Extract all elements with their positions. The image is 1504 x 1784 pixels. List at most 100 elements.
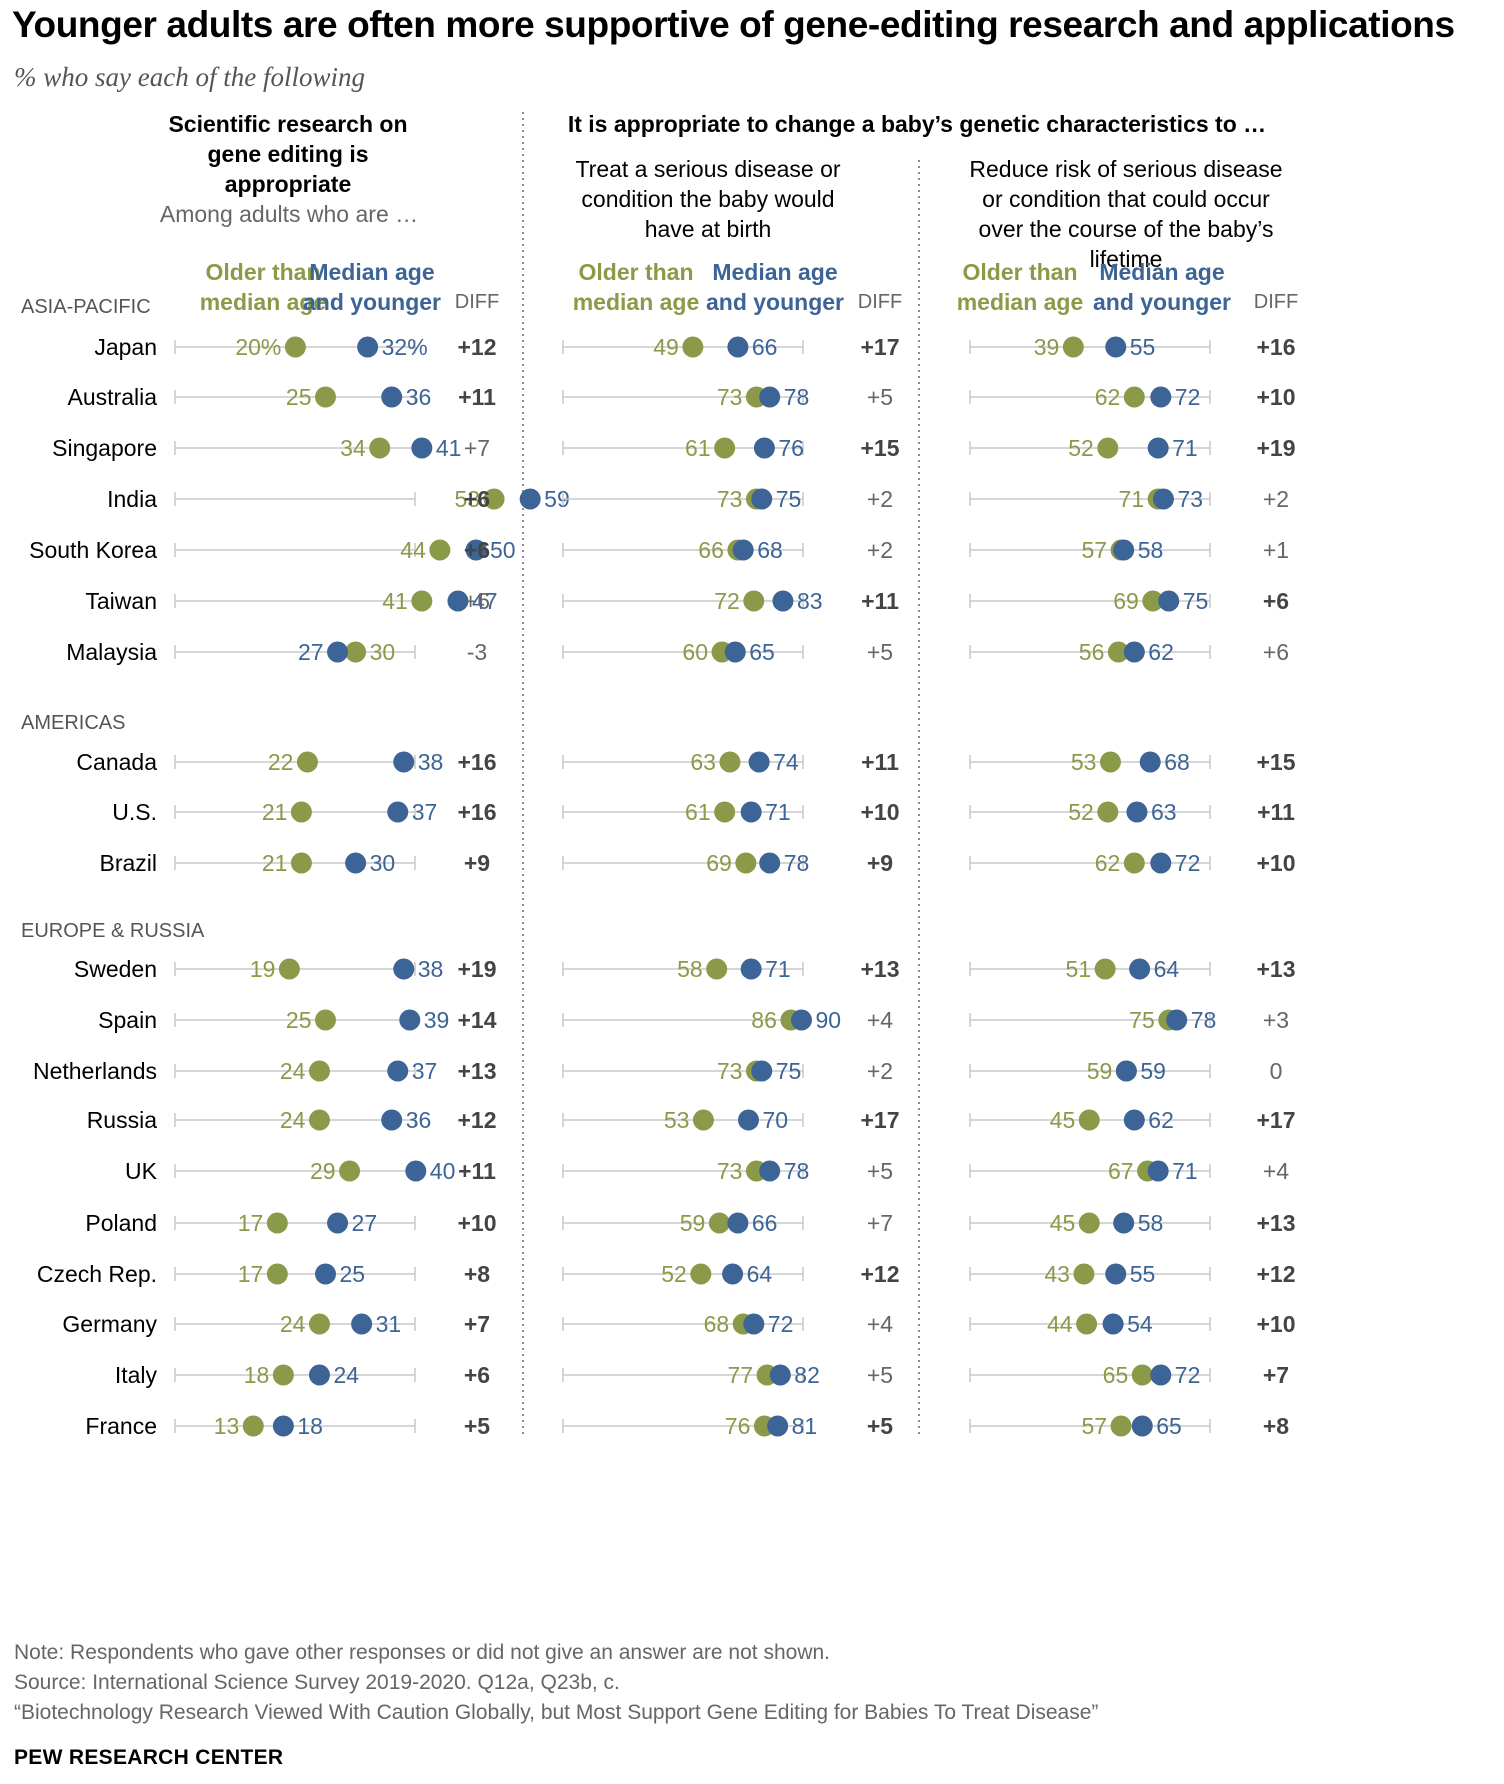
treat-subheading: Treat a serious disease or: [575, 156, 840, 182]
older-value-label: 39: [1034, 334, 1060, 360]
older-dot: [692, 1109, 714, 1131]
older-value-label: 63: [690, 749, 716, 775]
older-dot: [411, 590, 433, 612]
diff-value: +13: [1256, 1210, 1295, 1236]
older-dot: [308, 1060, 330, 1082]
younger-value-label: 63: [1151, 799, 1177, 825]
diff-value: +4: [867, 1007, 893, 1033]
younger-dot: [387, 1060, 409, 1082]
younger-value-label: 66: [752, 1210, 778, 1236]
country-label: Germany: [62, 1311, 157, 1337]
younger-value-label: 47: [472, 588, 498, 614]
research-panel-heading: Scientific research on: [168, 111, 407, 137]
younger-dot: [519, 488, 541, 510]
legend-younger: and younger: [706, 289, 844, 315]
older-dot: [714, 801, 736, 823]
younger-dot: [315, 1263, 336, 1285]
older-dot: [290, 852, 312, 874]
younger-dot: [772, 590, 794, 612]
older-dot: [345, 641, 367, 663]
older-value-label: 21: [262, 799, 288, 825]
older-dot: [339, 1160, 361, 1182]
younger-dot: [1115, 1060, 1137, 1082]
older-dot: [719, 751, 741, 773]
younger-value-label: 37: [412, 1058, 438, 1084]
diff-value: +10: [1256, 384, 1295, 410]
younger-value-label: 71: [1172, 1158, 1198, 1184]
younger-dot: [1150, 1364, 1172, 1386]
brand-logo-text: PEW RESEARCH CENTER: [14, 1746, 284, 1769]
diff-value: 0: [1270, 1058, 1283, 1084]
older-dot: [308, 1313, 330, 1335]
region-label: EUROPE & RUSSIA: [21, 920, 205, 942]
younger-dot: [740, 801, 762, 823]
younger-dot: [351, 1313, 373, 1335]
younger-value-label: 37: [412, 799, 438, 825]
older-dot: [278, 958, 300, 980]
older-value-label: 57: [1081, 537, 1107, 563]
diff-value: +5: [867, 1362, 893, 1388]
legend-older: median age: [957, 289, 1084, 315]
younger-dot: [724, 641, 746, 663]
diff-value: +11: [458, 384, 496, 410]
younger-value-label: 41: [436, 435, 462, 461]
legend-older: median age: [200, 289, 327, 315]
older-value-label: 53: [1071, 749, 1097, 775]
younger-value-label: 75: [776, 1058, 802, 1084]
younger-value-label: 81: [792, 1413, 818, 1439]
younger-value-label: 24: [333, 1362, 359, 1388]
older-value-label: 34: [340, 435, 366, 461]
younger-value-label: 71: [765, 956, 791, 982]
older-dot: [272, 1364, 294, 1386]
diff-value: +11: [458, 1158, 496, 1184]
older-value-label: 13: [214, 1413, 240, 1439]
older-value-label: 69: [1113, 588, 1139, 614]
younger-value-label: 71: [765, 799, 791, 825]
older-value-label: 24: [280, 1107, 306, 1133]
younger-value-label: 71: [1172, 435, 1198, 461]
younger-value-label: 70: [763, 1107, 789, 1133]
diff-value: +7: [464, 1311, 490, 1337]
dot-plot-chart: Scientific research on gene editing is app…: [21, 111, 1298, 1439]
younger-value-label: 75: [1183, 588, 1209, 614]
younger-dot: [1105, 1263, 1127, 1285]
younger-value-label: 38: [418, 956, 444, 982]
younger-value-label: 55: [1130, 334, 1156, 360]
older-dot: [315, 1009, 336, 1031]
older-dot: [1099, 751, 1121, 773]
older-value-label: 53: [664, 1107, 690, 1133]
younger-dot: [748, 751, 770, 773]
older-value-label: 20%: [235, 334, 281, 360]
younger-value-label: 50: [490, 537, 516, 563]
diff-value: +12: [860, 1261, 899, 1287]
older-dot: [682, 336, 704, 358]
younger-dot: [727, 336, 749, 358]
diff-value: +6: [1263, 588, 1289, 614]
older-value-label: 73: [717, 384, 743, 410]
younger-value-label: 25: [340, 1261, 366, 1287]
younger-dot: [753, 437, 775, 459]
country-label: Japan: [94, 334, 157, 360]
research-panel-heading: appropriate: [225, 171, 352, 197]
research-panel-heading: gene editing is: [207, 141, 368, 167]
diff-value: +16: [457, 749, 496, 775]
older-value-label: 57: [1081, 1413, 1107, 1439]
younger-dot: [1166, 1009, 1188, 1031]
younger-dot: [1150, 852, 1172, 874]
diff-value: +12: [1256, 1261, 1295, 1287]
older-value-label: 62: [1095, 384, 1121, 410]
younger-value-label: 78: [784, 850, 810, 876]
younger-dot: [327, 641, 349, 663]
country-label: Czech Rep.: [37, 1261, 157, 1287]
younger-value-label: 54: [1127, 1311, 1153, 1337]
younger-value-label: 65: [749, 639, 775, 665]
diff-value: +2: [867, 1058, 893, 1084]
younger-dot: [1131, 1415, 1153, 1437]
diff-value: -3: [467, 639, 487, 665]
chart-subtitle: % who say each of the following: [14, 62, 365, 92]
older-value-label: 52: [1068, 799, 1094, 825]
older-dot: [266, 1212, 288, 1234]
country-label: Russia: [87, 1107, 158, 1133]
older-dot: [743, 590, 765, 612]
region-label: ASIA-PACIFIC: [21, 296, 151, 318]
